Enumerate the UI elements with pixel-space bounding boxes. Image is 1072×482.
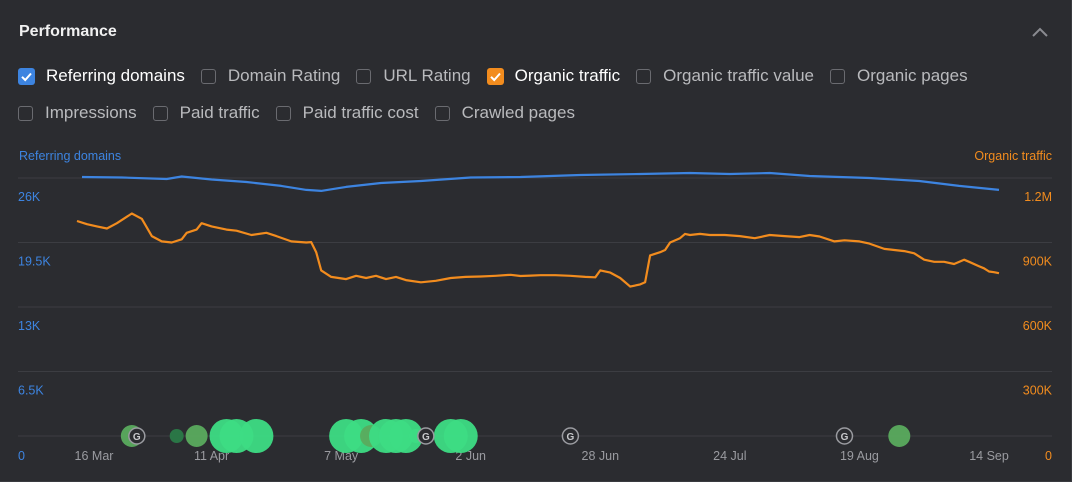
google-update-letter: G bbox=[841, 432, 849, 443]
google-update-icon bbox=[128, 427, 146, 445]
metric-label: Paid traffic cost bbox=[302, 103, 419, 122]
google-update-letter: G bbox=[133, 432, 141, 443]
x-tick-label: 14 Sep bbox=[969, 449, 1009, 463]
backlink-bubble bbox=[443, 419, 478, 453]
metric-organic-traffic-value[interactable]: Organic traffic value bbox=[636, 66, 814, 86]
metric-toggles: Referring domains Domain Rating URL Rating… bbox=[18, 63, 1018, 137]
metric-row-1: Referring domains Domain Rating URL Rating… bbox=[18, 63, 1018, 89]
left-axis-title: Referring domains bbox=[19, 149, 122, 163]
checkbox-icon[interactable] bbox=[18, 105, 33, 121]
checkbox-icon[interactable] bbox=[152, 105, 168, 121]
metric-label: URL Rating bbox=[383, 66, 471, 85]
checkbox-icon[interactable] bbox=[636, 68, 652, 84]
series-line-organic-traffic bbox=[76, 212, 1000, 288]
checkbox-icon[interactable] bbox=[434, 105, 450, 121]
checkbox-icon[interactable] bbox=[356, 68, 372, 84]
metric-paid-traffic[interactable]: Paid traffic bbox=[152, 103, 260, 123]
google-update-letter: G bbox=[422, 432, 430, 443]
google-update-icon bbox=[417, 427, 435, 445]
metric-organic-pages[interactable]: Organic pages bbox=[830, 66, 968, 86]
x-tick-label: 11 Apr bbox=[194, 449, 229, 463]
panel-title: Performance bbox=[19, 23, 117, 40]
metric-label: Crawled pages bbox=[461, 103, 575, 122]
metric-label: Domain Rating bbox=[227, 66, 341, 85]
metric-paid-traffic-cost[interactable]: Paid traffic cost bbox=[275, 103, 419, 123]
google-update-icon bbox=[835, 427, 854, 445]
metric-organic-traffic[interactable]: Organic traffic bbox=[486, 66, 621, 86]
left-tick-label: 0 bbox=[18, 449, 25, 463]
backlink-bubble bbox=[185, 425, 208, 447]
x-tick-label: 24 Jul bbox=[713, 449, 746, 463]
metric-label: Paid traffic bbox=[179, 103, 260, 122]
backlink-bubble bbox=[239, 419, 274, 453]
checkbox-checked-icon[interactable] bbox=[18, 67, 35, 85]
google-update-letter: G bbox=[566, 432, 574, 443]
series-line-referring-domains bbox=[81, 171, 1000, 192]
right-tick-label: 600K bbox=[1023, 319, 1053, 333]
right-axis-title: Organic traffic bbox=[974, 149, 1052, 163]
metric-domain-rating[interactable]: Domain Rating bbox=[200, 66, 341, 86]
metric-label: Impressions bbox=[45, 103, 137, 122]
x-tick-label: 16 Mar bbox=[75, 449, 114, 463]
metric-label: Organic pages bbox=[857, 66, 968, 85]
metric-crawled-pages[interactable]: Crawled pages bbox=[434, 103, 575, 123]
metric-impressions[interactable]: Impressions bbox=[18, 103, 137, 123]
left-tick-label: 26K bbox=[18, 190, 41, 204]
google-update-icon bbox=[561, 427, 580, 445]
checkbox-icon[interactable] bbox=[200, 68, 216, 84]
checkbox-icon[interactable] bbox=[830, 68, 845, 84]
backlink-bubble bbox=[388, 419, 423, 453]
metric-url-rating[interactable]: URL Rating bbox=[356, 66, 471, 86]
metric-referring-domains[interactable]: Referring domains bbox=[18, 66, 185, 86]
right-tick-label: 900K bbox=[1023, 255, 1053, 269]
performance-chart: 26K 1.2M 19.5K 900K 13K 600K 6.5K 300K 0 0 16 Mar 1… bbox=[18, 171, 1053, 463]
metric-label: Referring domains bbox=[46, 66, 185, 85]
metric-label: Organic traffic value bbox=[663, 66, 814, 85]
x-tick-label: 19 Aug bbox=[840, 449, 879, 463]
right-tick-label: 0 bbox=[1045, 449, 1052, 463]
backlink-bubble bbox=[169, 429, 184, 443]
right-tick-label: 1.2M bbox=[1024, 190, 1052, 204]
metric-row-2: Impressions Paid traffic Paid traffic cost… bbox=[18, 100, 1018, 126]
left-tick-label: 6.5K bbox=[18, 384, 44, 398]
left-tick-label: 13K bbox=[18, 319, 41, 333]
metric-label: Organic traffic bbox=[514, 66, 621, 85]
checkbox-checked-icon[interactable] bbox=[486, 67, 504, 85]
checkbox-icon[interactable] bbox=[275, 105, 291, 121]
backlink-bubble bbox=[888, 425, 911, 447]
left-tick-label: 19.5K bbox=[18, 255, 51, 269]
chevron-up-icon[interactable] bbox=[1031, 24, 1049, 42]
x-tick-label: 28 Jun bbox=[582, 449, 620, 463]
right-tick-label: 300K bbox=[1023, 384, 1053, 398]
